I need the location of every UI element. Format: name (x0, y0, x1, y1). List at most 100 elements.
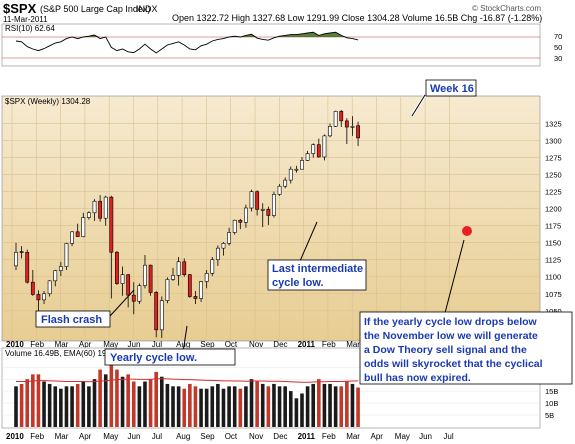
volume-bar (249, 379, 254, 427)
rsi-panel-frame (1, 23, 541, 67)
last-intermediate-box (267, 259, 367, 291)
volume-bar (25, 379, 30, 427)
candle-body (126, 274, 131, 296)
candle-body (98, 200, 103, 219)
bottom-date-tick-label: 2011 (298, 432, 316, 441)
candle-body (159, 300, 164, 331)
price-y-tick-label: 1100 (545, 273, 561, 282)
candle-body (47, 280, 52, 295)
volume-bar (328, 383, 332, 427)
price-panel: $SPX (Weekly) 1304.28 1050 1075 1100 1125 11… (1, 95, 562, 342)
mid-date-tick-label: May (103, 340, 118, 349)
bottom-date-tick-label: Oct (225, 432, 238, 441)
mid-date-tick-label: Apr (79, 340, 92, 349)
candle-body (171, 275, 175, 280)
candle-body (53, 270, 58, 282)
candle-body (221, 243, 226, 249)
volume-bar (288, 391, 293, 427)
mid-date-tick-label: Jun (128, 340, 141, 349)
mid-date-tick-label: Mar (346, 340, 360, 349)
candle-body (131, 294, 136, 302)
flash-crash-box (35, 310, 111, 328)
candle-body (277, 185, 282, 195)
mid-date-tick-label: Sep (200, 340, 215, 349)
price-y-tick-label: 1075 (545, 290, 562, 299)
rsi-line (15, 31, 359, 54)
volume-bar (345, 381, 349, 427)
week16-arrow (411, 94, 426, 117)
note-line-2: the November low we will generate (364, 330, 538, 342)
volume-bar (339, 386, 344, 427)
bottom-date-tick-label: Feb (322, 432, 336, 441)
candle-body (350, 126, 355, 128)
volume-bar (154, 371, 158, 427)
volume-bar (103, 374, 108, 427)
volume-bar (148, 379, 153, 427)
volume-bar (47, 383, 52, 427)
mid-date-tick-label: Feb (30, 340, 44, 349)
candle-body (255, 191, 260, 210)
volume-y-tick-label: 15B (545, 387, 558, 396)
candle-body (143, 264, 147, 286)
price-y-tick-label: 1200 (545, 205, 562, 214)
volume-bar (115, 369, 119, 427)
volume-bar (216, 383, 220, 427)
price-y-tick-label: 1300 (545, 137, 562, 146)
volume-bar (75, 383, 80, 427)
price-y-tick-label: 1150 (545, 239, 561, 248)
volume-y-tick-label: 10B (545, 399, 558, 408)
volume-bar (31, 374, 35, 427)
bottom-date-axis: 2010 Feb Mar Apr May Jun Jul Aug Sep Oct Nov Dec 201… (6, 432, 454, 441)
rsi-overbought-fill (16, 32, 359, 37)
price-stats: Open 1322.72 High 1327.68 Low 1291.99 Cl… (172, 13, 542, 23)
mid-date-tick-label: Jul (152, 340, 162, 349)
volume-bar (14, 386, 18, 427)
bottom-date-tick-label: Jul (152, 432, 162, 441)
volume-bar (311, 383, 316, 427)
candle-body (272, 194, 276, 216)
candle-body (238, 219, 243, 223)
candle-body (266, 209, 271, 216)
volume-bar (19, 383, 24, 427)
candle-body (322, 135, 327, 158)
candle-body (288, 168, 293, 181)
volume-bar (53, 386, 58, 427)
volume-bar (305, 386, 310, 427)
volume-bar (64, 386, 69, 427)
bottom-date-tick-label: Dec (273, 432, 287, 441)
rsi-tick-50: 50 (554, 43, 562, 52)
candle-body (305, 153, 310, 161)
week16-box (425, 79, 477, 97)
candle-body (42, 293, 46, 301)
bottom-date-tick-label: 2010 (6, 432, 24, 441)
candle-body (294, 168, 299, 171)
volume-bar (238, 388, 243, 427)
mid-date-tick-label: Mar (55, 340, 69, 349)
volume-bar (244, 386, 248, 427)
candle-body (316, 144, 321, 158)
candle-body (103, 196, 108, 219)
candle-body (14, 251, 18, 267)
candle-body (36, 294, 41, 301)
candle-body (58, 266, 63, 271)
candle-body (227, 232, 231, 244)
volume-bar (266, 386, 271, 427)
candle-body (92, 200, 97, 214)
bottom-date-tick-label: May (103, 432, 118, 441)
candle-body (81, 217, 86, 237)
price-y-tick-label: 1250 (545, 171, 562, 180)
volume-bar (300, 393, 304, 427)
rsi-panel: RSI(10) 62.64 70 50 30 (1, 23, 562, 67)
yearly-low-label: Yearly cycle low. (110, 352, 197, 364)
bottom-date-tick-label: Jul (443, 432, 453, 441)
projection-target-dot (462, 226, 472, 236)
volume-bar (210, 386, 215, 427)
volume-bar (232, 386, 237, 427)
candle-body (182, 261, 187, 276)
note-box (359, 311, 573, 385)
bottom-date-tick-label: Jun (419, 432, 432, 441)
candle-body (187, 274, 192, 297)
mid-date-tick-label: Oct (225, 340, 238, 349)
bottom-date-tick-label: Nov (249, 432, 263, 441)
candle-body (137, 285, 142, 302)
